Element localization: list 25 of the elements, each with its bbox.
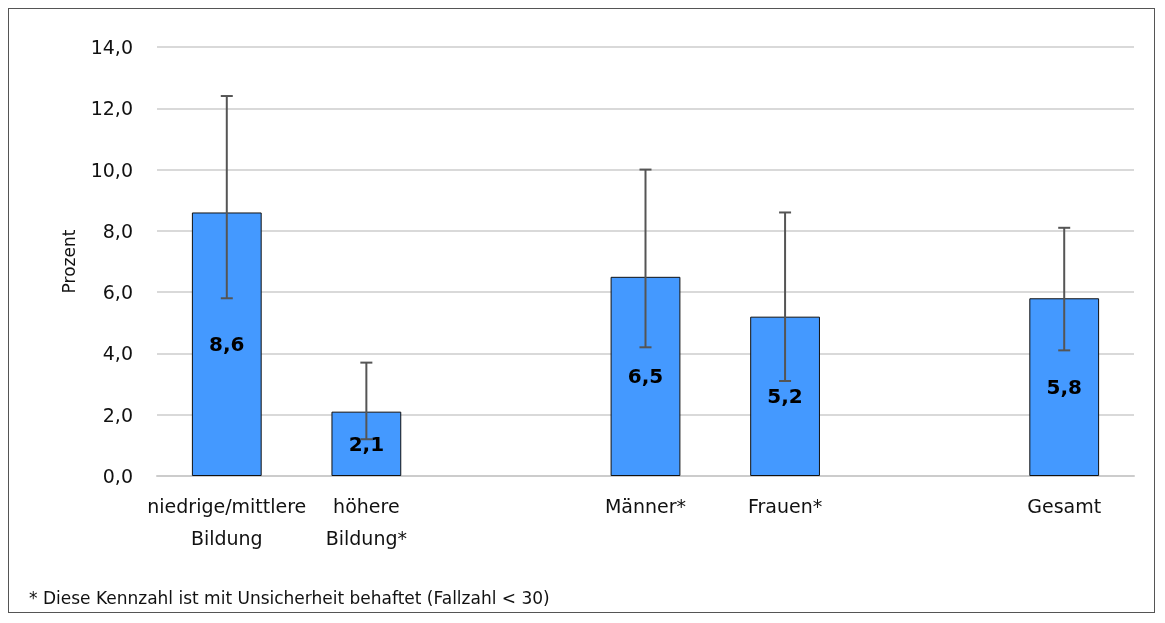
y-tick-label: 6,0 [102,281,133,304]
y-tick-label: 2,0 [102,403,133,426]
y-tick-label: 14,0 [90,36,133,58]
x-tick-label: Gesamt [1027,495,1102,517]
y-tick-label: 8,0 [102,219,133,242]
y-tick-label: 10,0 [90,158,133,181]
x-tick-label: niedrige/mittlere Bildung [147,495,307,549]
data-label: 2,1 [348,431,385,456]
data-label: 6,5 [627,364,664,389]
text: * Diese Kennzahl ist mit Unsicherheit behaftet (Fallzahl < 30) [29,587,550,608]
y-tick-label: 4,0 [102,342,133,365]
y-axis-title: Prozent [58,229,79,294]
data-label: 5,8 [1046,375,1082,400]
data-label: 5,2 [767,384,803,409]
x-tick-label: Frauen* [747,495,823,517]
x-tick-label: höhere Bildung* [325,495,408,549]
x-tick-label: Männer* [604,495,687,517]
bar [191,212,262,476]
y-tick-label: 0,0 [102,465,133,487]
bar [1029,298,1100,476]
y-tick-label: 12,0 [90,97,133,120]
bar [750,316,820,476]
data-label: 8,6 [209,332,245,357]
bar [610,276,681,476]
bar [331,411,402,476]
